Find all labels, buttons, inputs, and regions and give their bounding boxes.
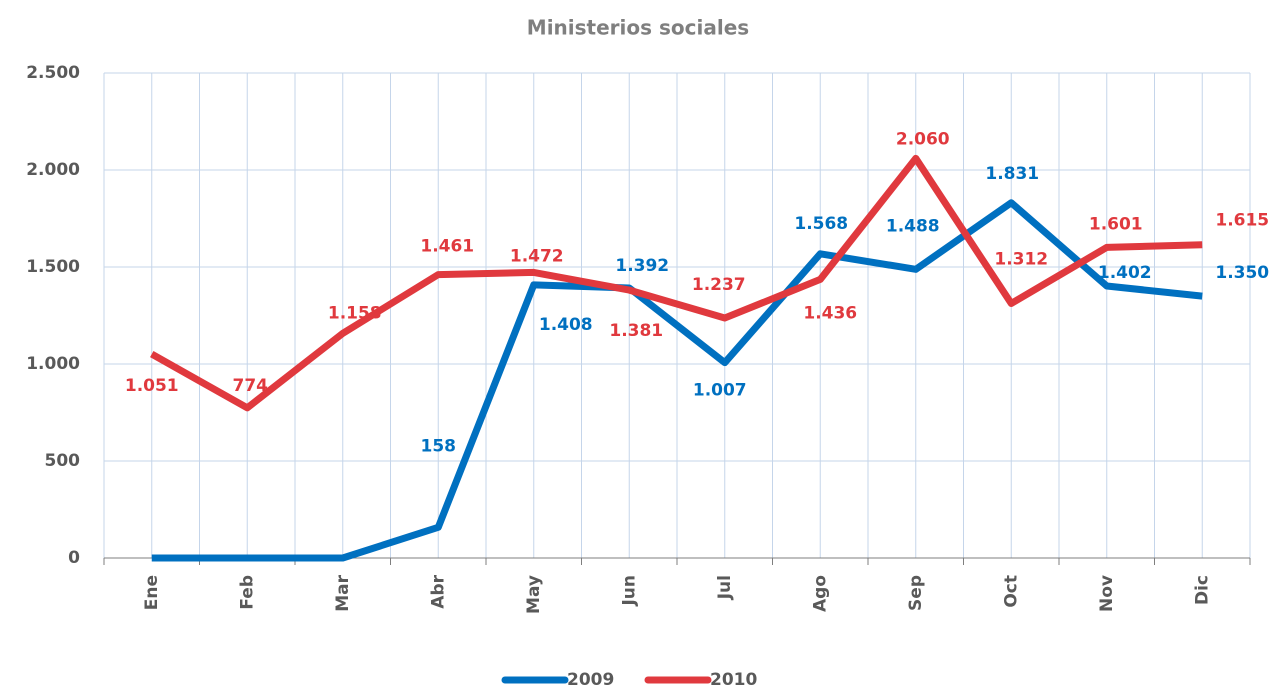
data-label: 1.392 (615, 256, 669, 276)
data-label: 1.051 (125, 376, 179, 396)
x-tick-label: Ene (142, 575, 162, 610)
y-tick-label: 2.500 (26, 63, 80, 83)
x-tick-label: Mar (333, 574, 353, 611)
series-line (151, 199, 1203, 562)
legend-label: 2010 (710, 670, 757, 688)
chart-title: Ministerios sociales (527, 16, 749, 40)
data-label: 1.488 (886, 216, 940, 236)
x-tick-label: Sep (906, 575, 926, 611)
data-label: 2.060 (896, 129, 950, 149)
data-label: 1.350 (1215, 263, 1269, 283)
x-tick-label: Nov (1097, 575, 1117, 612)
data-label: 1.408 (539, 315, 593, 335)
series-line (150, 154, 1203, 412)
data-label: 1.007 (693, 381, 747, 401)
data-label: 1.461 (420, 237, 474, 257)
y-tick-label: 0 (68, 548, 80, 568)
y-tick-label: 500 (45, 451, 81, 471)
data-label: 1.436 (803, 303, 857, 323)
data-label: 774 (233, 376, 269, 396)
x-tick-label: Ago (810, 575, 830, 612)
data-label: 1.402 (1098, 263, 1152, 283)
data-label: 1.831 (985, 164, 1039, 184)
data-label: 1.312 (994, 249, 1048, 269)
x-tick-label: Jul (715, 575, 735, 600)
x-tick-label: Oct (1001, 575, 1021, 608)
y-tick-label: 2.000 (26, 160, 80, 180)
x-tick-label: May (524, 575, 544, 614)
data-label: 1.615 (1215, 211, 1269, 231)
legend-label: 2009 (567, 670, 614, 688)
x-tick-label: Dic (1192, 575, 1212, 605)
data-label: 1.601 (1089, 214, 1143, 234)
data-label: 1.568 (794, 214, 848, 234)
data-label: 158 (421, 436, 457, 456)
y-tick-label: 1.500 (26, 257, 80, 277)
x-tick-label: Abr (428, 574, 448, 608)
x-tick-label: Feb (237, 575, 257, 610)
data-label: 1.237 (692, 275, 746, 295)
y-tick-label: 1.000 (26, 354, 80, 374)
data-label: 1.472 (510, 246, 564, 266)
data-label: 1.381 (609, 321, 663, 341)
x-tick-label: Jun (619, 575, 639, 607)
data-label: 1.158 (328, 303, 382, 323)
